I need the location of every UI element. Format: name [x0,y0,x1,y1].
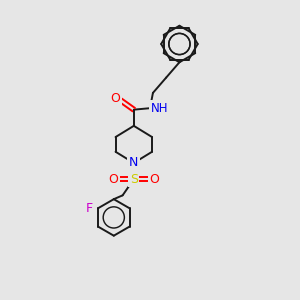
Text: O: O [110,92,120,105]
Text: O: O [108,172,118,186]
Text: O: O [149,172,159,186]
Text: F: F [86,202,93,215]
Text: S: S [130,172,138,186]
Text: NH: NH [151,102,168,115]
Text: N: N [129,157,139,169]
